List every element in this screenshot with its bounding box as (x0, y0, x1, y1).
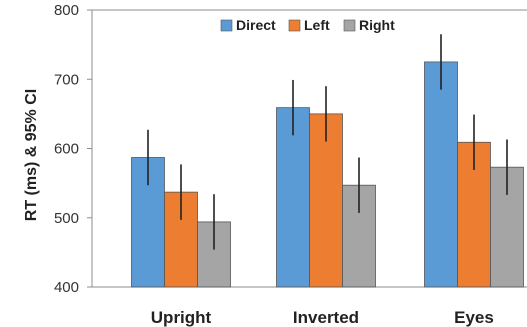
bar-left-inverted (309, 113, 343, 288)
error-bars (147, 34, 508, 250)
legend: Direct Left Right (220, 17, 395, 33)
y-tick-label: 600 (54, 141, 79, 158)
bars (131, 61, 524, 288)
y-tick-label: 400 (54, 279, 79, 296)
y-axis-title: RT (ms) & 95% CI (23, 89, 40, 221)
legend-label-left: Left (304, 17, 330, 33)
legend-label-direct: Direct (236, 17, 276, 33)
x-category-label: Eyes (454, 308, 494, 327)
legend-swatch-right (343, 19, 356, 32)
y-axis: 400 500 600 700 800 (54, 2, 92, 296)
y-tick-label: 500 (54, 210, 79, 227)
x-category-label: Upright (151, 308, 212, 327)
x-category-label: Inverted (293, 308, 359, 327)
legend-swatch-left (288, 19, 301, 32)
bar-direct-eyes (424, 61, 458, 288)
y-tick-label: 800 (54, 2, 79, 19)
x-axis: Upright Inverted Eyes (151, 308, 494, 327)
legend-swatch-direct (220, 19, 233, 32)
legend-label-right: Right (359, 17, 395, 33)
y-tick-label: 700 (54, 71, 79, 88)
